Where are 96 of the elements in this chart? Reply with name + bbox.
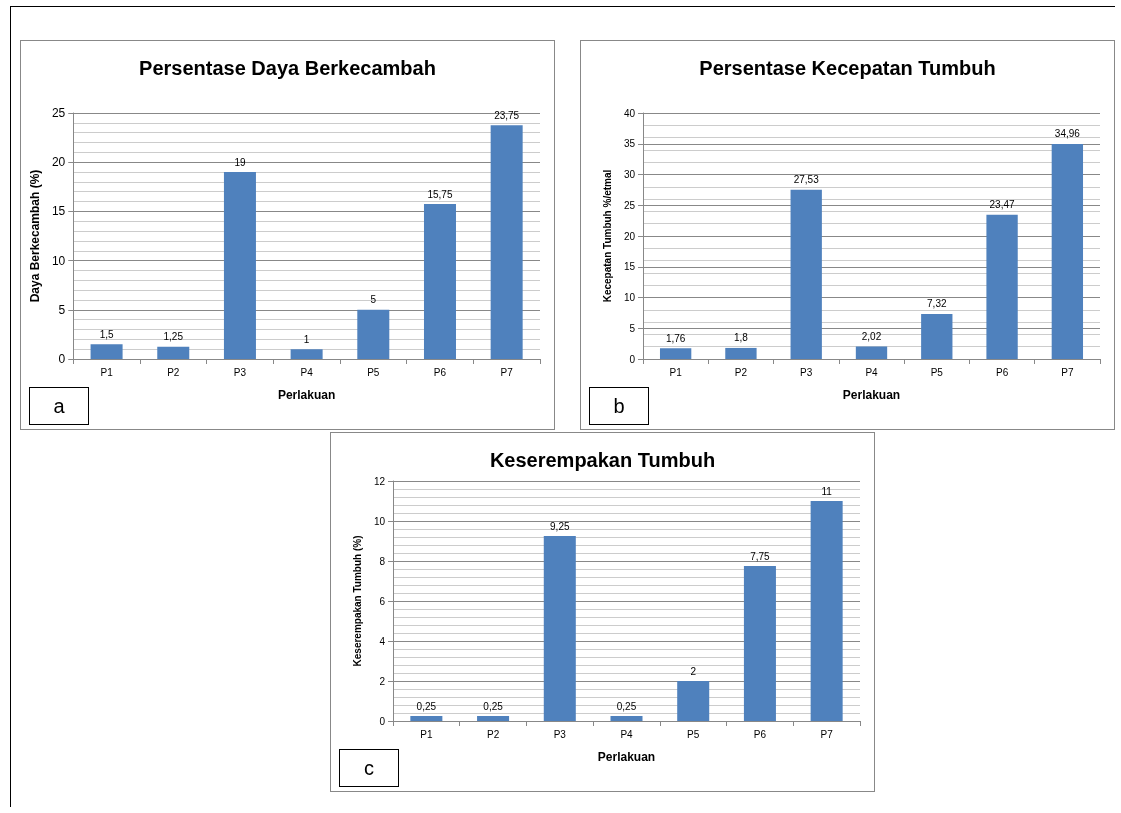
bar: [290, 349, 323, 359]
data-label: 2,02: [861, 331, 882, 343]
y-tick-label: 5: [58, 302, 66, 317]
x-tick-label: P4: [620, 728, 634, 740]
x-tick-label: P4: [300, 366, 314, 378]
bar: [1051, 144, 1084, 359]
x-tick-label: P5: [930, 366, 944, 378]
data-label: 7,75: [750, 550, 771, 562]
y-tick-label: 8: [379, 555, 386, 567]
x-tick-label: P3: [800, 366, 813, 378]
x-tick-label: P1: [669, 366, 683, 378]
x-tick-label: P3: [553, 728, 567, 740]
x-tick-label: P1: [100, 366, 114, 378]
data-label: 7,32: [927, 298, 947, 310]
x-axis-title: Perlakuan: [597, 750, 656, 764]
x-tick-label: P2: [167, 366, 180, 378]
bar: [986, 214, 1018, 359]
y-tick-label: 40: [623, 107, 636, 119]
bar: [410, 716, 443, 721]
data-label: 34,96: [1054, 128, 1081, 140]
y-axis-title: Keserempakan Tumbuh (%): [352, 535, 364, 667]
y-tick-label: 10: [623, 292, 636, 303]
data-label: 1,76: [665, 332, 686, 344]
y-tick-label: 0: [58, 352, 66, 366]
y-axis-title: Daya Berkecambah (%): [28, 169, 42, 303]
bar: [921, 313, 953, 359]
x-tick-label: P7: [1061, 366, 1074, 378]
data-label: 1,8: [733, 332, 749, 344]
bar: [659, 348, 692, 359]
x-tick-label: P6: [995, 366, 1009, 378]
text: b: [589, 387, 649, 425]
bar: [477, 716, 510, 721]
y-tick-label: 35: [623, 138, 636, 150]
x-tick-label: P6: [433, 366, 447, 378]
data-label: 19: [234, 156, 246, 168]
y-tick-label: 25: [623, 199, 636, 211]
bar: [490, 125, 523, 359]
bar: [743, 566, 776, 721]
x-tick-label: P7: [500, 366, 514, 378]
bar: [725, 347, 757, 359]
chart-title: Persentase Daya Berkecambah: [139, 57, 436, 79]
y-tick-label: 25: [51, 106, 66, 120]
bar: [357, 309, 390, 359]
data-label: 0,25: [616, 700, 637, 712]
data-label: 15,75: [427, 188, 453, 200]
y-tick-label: 5: [629, 322, 636, 334]
y-tick-label: 2: [379, 675, 386, 687]
x-axis-title: Perlakuan: [842, 388, 901, 402]
bar: [677, 681, 710, 721]
data-label: 1: [303, 333, 310, 345]
y-tick-label: 12: [373, 475, 386, 487]
y-tick-label: 10: [51, 253, 66, 268]
y-tick-label: 15: [51, 204, 66, 219]
bar: [90, 344, 123, 359]
bar: [543, 536, 576, 721]
x-tick-label: P5: [687, 728, 700, 740]
chart-title: Keserempakan Tumbuh: [489, 449, 716, 471]
data-label: 0,25: [416, 700, 437, 712]
bar: [810, 501, 843, 721]
data-label: 0,25: [483, 700, 504, 712]
text: c: [339, 749, 399, 787]
x-tick-label: P6: [753, 728, 767, 740]
y-axis-title: Kecepatan Tumbuh %/etmal: [602, 169, 614, 303]
x-axis-title: Perlakuan: [277, 388, 336, 402]
y-tick-label: 4: [379, 635, 386, 647]
data-label: 1,5: [99, 328, 114, 340]
y-tick-label: 10: [373, 515, 386, 527]
x-tick-label: P2: [486, 728, 500, 740]
x-tick-label: P2: [734, 366, 748, 378]
x-tick-label: P1: [420, 728, 433, 740]
y-tick-label: 0: [629, 353, 636, 365]
y-tick-label: 6: [379, 595, 386, 607]
y-tick-label: 0: [379, 715, 386, 727]
data-label: 23,75: [494, 109, 520, 121]
bar: [157, 346, 190, 359]
bar: [223, 172, 256, 359]
x-tick-label: P5: [367, 366, 380, 378]
bar: [610, 716, 643, 721]
chart-title: Persentase Kecepatan Tumbuh: [699, 57, 996, 79]
data-label: 27,53: [793, 174, 820, 186]
y-tick-label: 30: [623, 169, 636, 180]
y-tick-label: 20: [623, 230, 636, 242]
y-tick-label: 15: [623, 261, 636, 273]
x-tick-label: P4: [865, 366, 879, 378]
y-tick-label: 20: [51, 155, 66, 170]
data-label: 23,47: [989, 199, 1016, 211]
x-tick-label: P3: [233, 366, 247, 378]
text: a: [29, 387, 89, 425]
bar: [790, 189, 822, 359]
bar: [855, 346, 888, 359]
data-label: 11: [821, 485, 833, 497]
data-label: 2: [690, 665, 697, 677]
data-label: 9,25: [550, 520, 570, 532]
data-label: 1,25: [163, 331, 184, 343]
bar: [423, 204, 456, 359]
x-tick-label: P7: [820, 728, 834, 740]
